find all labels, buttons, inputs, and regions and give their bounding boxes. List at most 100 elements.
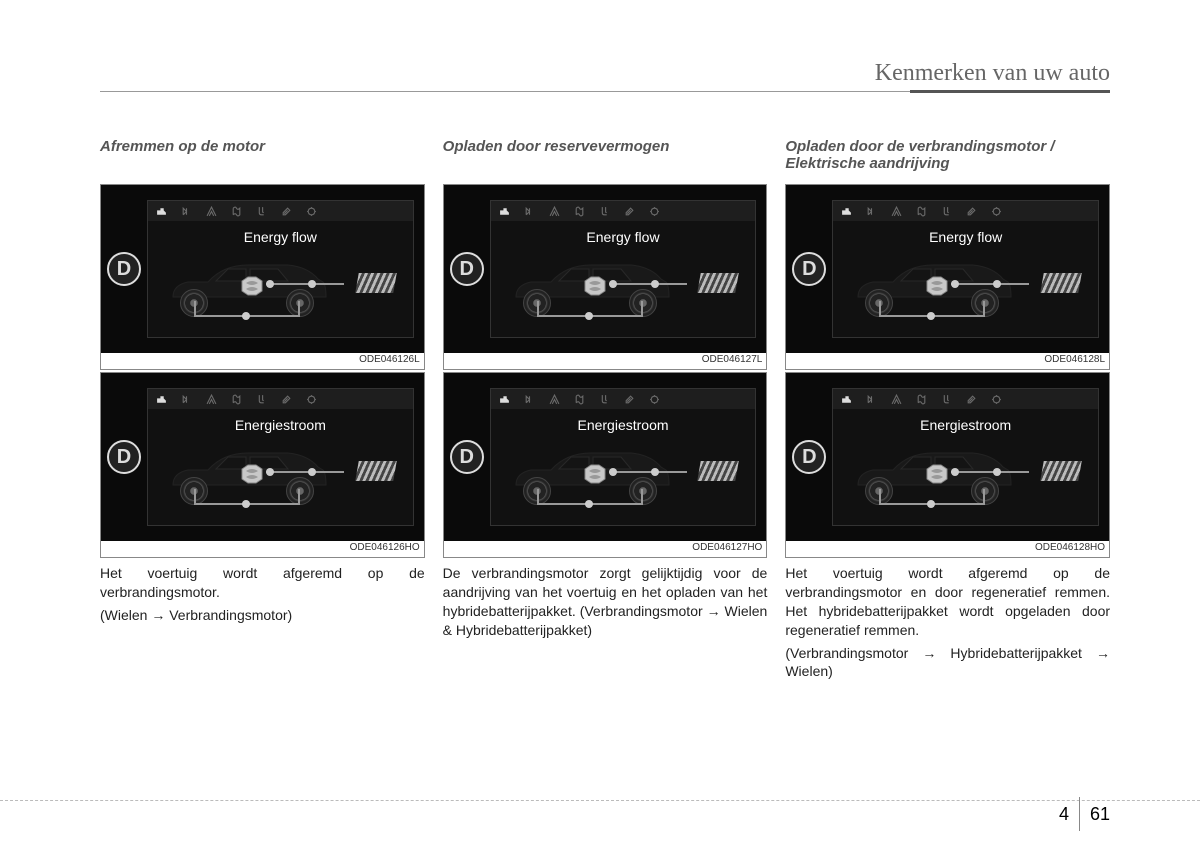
screen-title: Energiestroom bbox=[491, 417, 756, 433]
flow-node bbox=[242, 500, 250, 508]
body-paragraph: De verbrandingsmotor zorgt gelijktijdig … bbox=[443, 564, 768, 640]
engine-icon bbox=[581, 275, 609, 297]
infotainment-screen: Energiestroom bbox=[147, 388, 414, 526]
flow-node bbox=[266, 280, 274, 288]
flow-line bbox=[194, 301, 196, 315]
flow-node bbox=[927, 312, 935, 320]
engine-icon bbox=[238, 275, 266, 297]
infotainment-screen: Energy flow bbox=[147, 200, 414, 338]
flow-line bbox=[983, 301, 985, 315]
body-paragraph: (Verbrandingsmotor → Hybridebatterijpakk… bbox=[785, 644, 1110, 682]
rear-wheel-icon bbox=[629, 477, 657, 505]
flow-node bbox=[609, 468, 617, 476]
energy-flow-diagram bbox=[501, 445, 746, 515]
figure-code: ODE046128L bbox=[786, 353, 1109, 369]
figure-code: ODE046128HO bbox=[786, 541, 1109, 557]
column-title: Opladen door reservevermogen bbox=[443, 138, 768, 174]
infotainment-screen: Energy flow bbox=[490, 200, 757, 338]
battery-icon bbox=[355, 461, 397, 481]
battery-icon bbox=[355, 273, 397, 293]
figure-display: D Energiestroom bbox=[444, 373, 767, 541]
flow-line bbox=[609, 471, 687, 473]
figure-code: ODE046126L bbox=[101, 353, 424, 369]
column: Afremmen op de motor D Energy flow ODE04612… bbox=[100, 138, 425, 685]
flow-line bbox=[879, 301, 881, 315]
screen-tabbar bbox=[491, 201, 756, 221]
screen-title: Energy flow bbox=[491, 229, 756, 245]
screen-title: Energiestroom bbox=[833, 417, 1098, 433]
flow-node bbox=[308, 468, 316, 476]
flow-line bbox=[641, 301, 643, 315]
flow-line bbox=[266, 471, 344, 473]
page: Kenmerken van uw auto Afremmen op de mot… bbox=[0, 0, 1200, 685]
figure-display: DEnergy flow bbox=[786, 185, 1109, 353]
figure: D Energy flow ODE046126L bbox=[100, 184, 425, 370]
energy-flow-diagram bbox=[501, 257, 746, 327]
rear-wheel-icon bbox=[286, 289, 314, 317]
column-title: Afremmen op de motor bbox=[100, 138, 425, 174]
engine-icon bbox=[238, 463, 266, 485]
screen-title: Energiestroom bbox=[148, 417, 413, 433]
column: Opladen door reservevermogen D Energy flow… bbox=[443, 138, 768, 685]
header-rule bbox=[100, 91, 1110, 92]
flow-line bbox=[537, 301, 539, 315]
figure: DEnergy flowODE046128L bbox=[785, 184, 1110, 370]
page-bottom-dash bbox=[0, 800, 1200, 801]
figure-display: D Energy flow bbox=[101, 185, 424, 353]
battery-icon bbox=[1040, 461, 1082, 481]
screen-tabbar bbox=[148, 201, 413, 221]
figure-code: ODE046126HO bbox=[101, 541, 424, 557]
flow-node bbox=[242, 312, 250, 320]
footer-separator bbox=[1079, 797, 1080, 831]
gear-indicator: D bbox=[450, 440, 484, 474]
battery-icon bbox=[1040, 273, 1082, 293]
rear-wheel-icon bbox=[971, 477, 999, 505]
column-body: Het voertuig wordt afgeremd op de verbra… bbox=[785, 564, 1110, 681]
column-body: De verbrandingsmotor zorgt gelijktijdig … bbox=[443, 564, 768, 640]
screen-title: Energy flow bbox=[148, 229, 413, 245]
flow-line bbox=[266, 283, 344, 285]
flow-line bbox=[298, 489, 300, 503]
body-paragraph: (Wielen → Verbrandingsmotor) bbox=[100, 606, 425, 625]
screen-tabbar bbox=[148, 389, 413, 409]
footer-chapter: 4 bbox=[1059, 804, 1069, 825]
infotainment-screen: Energy flow bbox=[832, 200, 1099, 338]
flow-node bbox=[927, 500, 935, 508]
flow-line bbox=[641, 489, 643, 503]
page-header: Kenmerken van uw auto bbox=[100, 60, 1110, 98]
body-paragraph: Het voertuig wordt afgeremd op de verbra… bbox=[100, 564, 425, 602]
infotainment-screen: Energiestroom bbox=[490, 388, 757, 526]
column-title: Opladen door de verbrandingsmotor / Elek… bbox=[785, 138, 1110, 174]
flow-line bbox=[298, 301, 300, 315]
screen-tabbar bbox=[491, 389, 756, 409]
flow-line bbox=[951, 471, 1029, 473]
engine-icon bbox=[923, 275, 951, 297]
rear-wheel-icon bbox=[971, 289, 999, 317]
battery-icon bbox=[698, 273, 740, 293]
gear-indicator: D bbox=[792, 440, 826, 474]
figure: D Energiestroom ODE046128HO bbox=[785, 372, 1110, 558]
figure: D Energiestroom ODE046126HO bbox=[100, 372, 425, 558]
gear-indicator: D bbox=[107, 252, 141, 286]
energy-flow-diagram bbox=[843, 445, 1088, 515]
header-title: Kenmerken van uw auto bbox=[875, 60, 1110, 86]
page-footer: 4 61 bbox=[1059, 797, 1110, 831]
energy-flow-diagram bbox=[158, 445, 403, 515]
figure-display: D Energiestroom bbox=[786, 373, 1109, 541]
screen-tabbar bbox=[833, 201, 1098, 221]
flow-node bbox=[651, 468, 659, 476]
flow-line bbox=[983, 489, 985, 503]
screen-tabbar bbox=[833, 389, 1098, 409]
flow-node bbox=[266, 468, 274, 476]
energy-flow-diagram bbox=[158, 257, 403, 327]
engine-icon bbox=[581, 463, 609, 485]
flow-node bbox=[308, 280, 316, 288]
gear-indicator: D bbox=[107, 440, 141, 474]
gear-indicator: D bbox=[450, 252, 484, 286]
flow-node bbox=[585, 500, 593, 508]
screen-title: Energy flow bbox=[833, 229, 1098, 245]
flow-line bbox=[609, 283, 687, 285]
column: Opladen door de verbrandingsmotor / Elek… bbox=[785, 138, 1110, 685]
columns: Afremmen op de motorDEnergy flowODE04612… bbox=[100, 138, 1110, 685]
figure: DEnergy flowODE046127L bbox=[443, 184, 768, 370]
